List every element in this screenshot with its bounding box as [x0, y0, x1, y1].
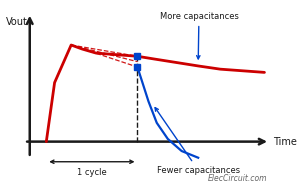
Text: ElecCircuit.com: ElecCircuit.com [208, 174, 267, 183]
Text: Vout: Vout [6, 17, 28, 27]
Text: Time: Time [273, 137, 297, 147]
Text: More capacitances: More capacitances [160, 12, 239, 59]
Text: 1 cycle: 1 cycle [77, 168, 107, 177]
Text: Fewer capacitances: Fewer capacitances [155, 108, 240, 175]
